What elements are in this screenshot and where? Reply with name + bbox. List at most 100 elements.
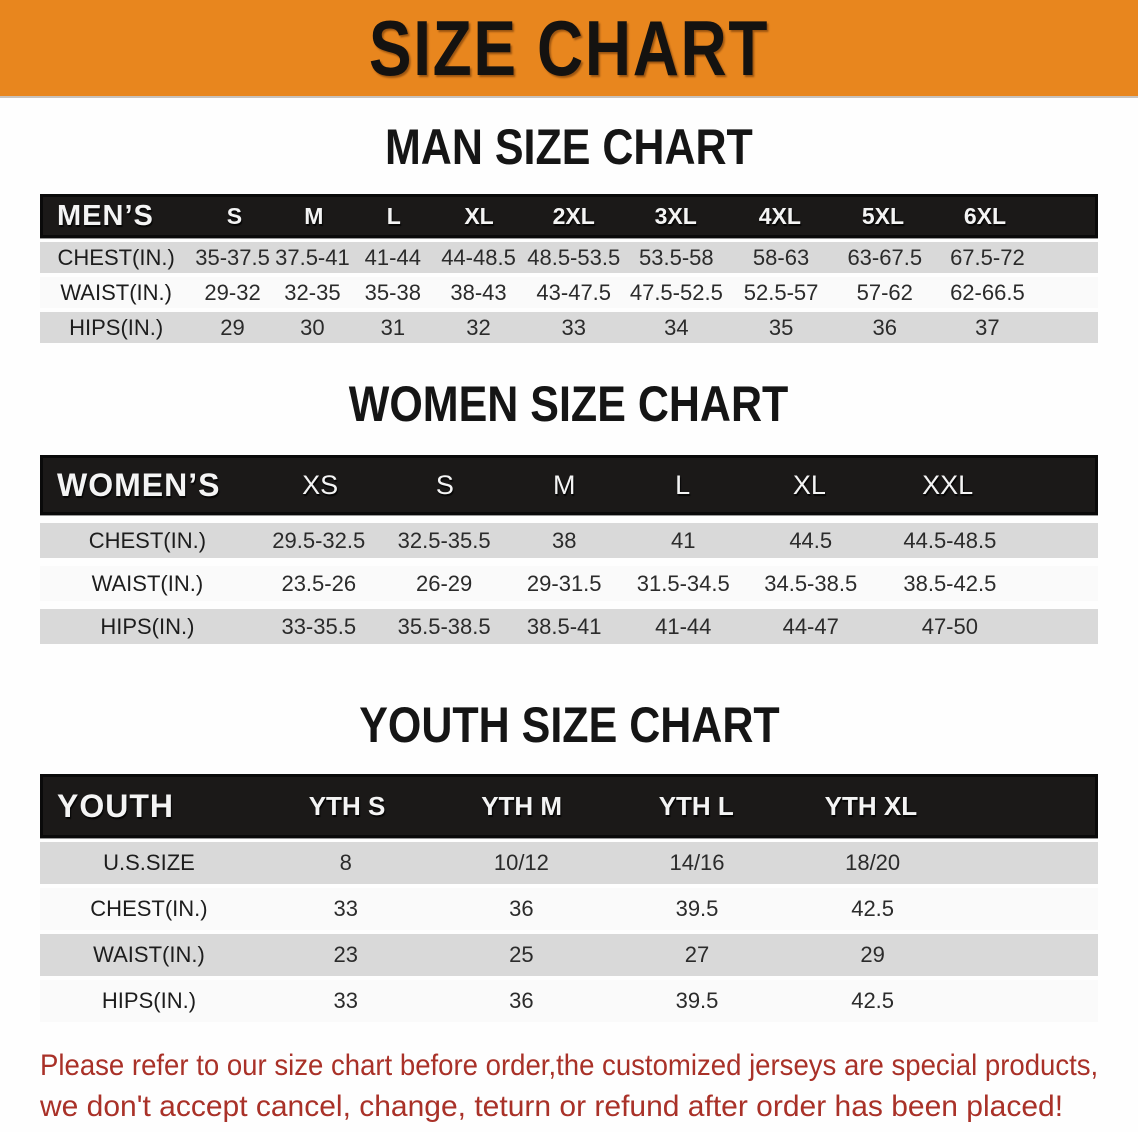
cell-value: 10/12	[493, 850, 549, 875]
cell-value: 42.5	[851, 988, 895, 1013]
table-row: U.S.SIZE 8 10/12 14/16 18/20	[40, 842, 1098, 884]
cell-value: 36	[872, 314, 897, 340]
row-label: CHEST(IN.)	[57, 244, 175, 270]
cell-value: 14/16	[669, 850, 725, 875]
cell-value: 35-38	[364, 279, 421, 305]
cell-value: 29	[220, 314, 245, 340]
cell-value: 33	[333, 988, 358, 1013]
column-header: XS	[302, 469, 339, 500]
section-heading-text: WOMEN SIZE CHART	[349, 376, 789, 432]
cell-value: 62-66.5	[950, 279, 1025, 305]
sections-container: MAN SIZE CHART MEN’S S M L XL 2XL 3XL 4XL 5XL 6XL C…	[0, 122, 1138, 1022]
column-header: YTH M	[481, 790, 563, 821]
section-heading: YOUTH SIZE CHART	[0, 700, 1138, 750]
table-header-row: MEN’S S M L XL 2XL 3XL 4XL 5XL 6XL	[40, 194, 1098, 238]
cell-value: 43-47.5	[536, 279, 612, 305]
cell-value: 31	[380, 314, 406, 340]
table-corner-label: WOMEN’S	[57, 466, 221, 503]
section-women: WOMEN SIZE CHART WOMEN’S XS S M L XL XXL CHEST(I…	[0, 379, 1138, 644]
table-row: WAIST(IN.) 29-32 32-35 35-38 38-43 43-47.5 47.…	[40, 277, 1098, 308]
cell-value: 32-35	[284, 279, 341, 305]
table-row: HIPS(IN.) 33 36 39.5 42.5	[40, 980, 1098, 1022]
row-filler	[960, 888, 1098, 930]
row-label: HIPS(IN.)	[100, 613, 195, 639]
cell-value: 35-37.5	[195, 244, 270, 270]
cell-value: 42.5	[851, 896, 895, 921]
column-header: YTH S	[308, 790, 386, 821]
column-header: 5XL	[861, 202, 905, 229]
table-corner-label: MEN’S	[57, 199, 154, 232]
row-filler	[1039, 277, 1098, 308]
section-youth: YOUTH SIZE CHART YOUTH YTH S YTH M YTH L YTH …	[0, 700, 1138, 1022]
cell-value: 29.5-32.5	[272, 527, 366, 553]
cell-value: 34.5-38.5	[764, 570, 858, 596]
row-filler	[1039, 312, 1098, 343]
cell-value: 41	[671, 527, 696, 553]
table-row: HIPS(IN.) 33-35.5 35.5-38.5 38.5-41 41-44 44-…	[40, 609, 1098, 644]
cell-value: 38.5-41	[526, 613, 602, 639]
row-label: WAIST(IN.)	[60, 279, 172, 305]
cell-value: 36	[509, 896, 534, 921]
cell-value: 33-35.5	[281, 613, 357, 639]
column-header: M	[552, 469, 576, 500]
row-label: HIPS(IN.)	[69, 314, 164, 340]
cell-value: 57-62	[856, 279, 913, 305]
notice-line-1: Please refer to our size chart before or…	[40, 1049, 1099, 1082]
section-heading: WOMEN SIZE CHART	[0, 379, 1138, 429]
table-row: CHEST(IN.) 29.5-32.5 32.5-35.5 38 41 44.5 44.5…	[40, 523, 1098, 558]
table-row: CHEST(IN.) 33 36 39.5 42.5	[40, 888, 1098, 930]
row-label: HIPS(IN.)	[101, 988, 197, 1013]
cell-value: 38	[551, 527, 577, 553]
table-header-row: YOUTH YTH S YTH M YTH L YTH XL	[40, 774, 1098, 838]
cell-value: 29-31.5	[526, 570, 602, 596]
column-header: XXL	[922, 469, 974, 500]
table-row: CHEST(IN.) 35-37.5 37.5-41 41-44 44-48.5 48.5…	[40, 242, 1098, 273]
cell-value: 25	[509, 942, 534, 967]
cell-value: 29-32	[204, 279, 261, 305]
column-header: S	[435, 469, 454, 500]
column-header: M	[304, 202, 324, 229]
row-filler	[960, 934, 1098, 976]
cell-value: 33	[561, 314, 586, 340]
table-row: HIPS(IN.) 29 30 31 32 33 34 35 36 37	[40, 312, 1098, 343]
row-filler	[1022, 523, 1098, 558]
cell-value: 35.5-38.5	[397, 613, 491, 639]
table-header-row: WOMEN’S XS S M L XL XXL	[40, 455, 1098, 515]
banner: SIZE CHART	[0, 0, 1138, 98]
table-row: WAIST(IN.) 23.5-26 26-29 29-31.5 31.5-34.5 34…	[40, 566, 1098, 601]
cell-value: 26-29	[416, 570, 473, 596]
section-heading-text: YOUTH SIZE CHART	[358, 697, 780, 753]
cell-value: 37	[975, 314, 1000, 340]
cell-value: 30	[300, 314, 325, 340]
row-label: U.S.SIZE	[103, 850, 195, 875]
cell-value: 29	[860, 942, 885, 967]
cell-value: 47.5-52.5	[629, 279, 723, 305]
men-size-table: MEN’S S M L XL 2XL 3XL 4XL 5XL 6XL CHEST(IN.) 35-37…	[40, 194, 1098, 343]
women-size-table: WOMEN’S XS S M L XL XXL CHEST(IN.) 29.5-32.5 32.5…	[40, 455, 1098, 644]
cell-value: 38.5-42.5	[903, 570, 997, 596]
cell-value: 63-67.5	[847, 244, 923, 270]
column-header: S	[226, 202, 243, 229]
column-header: 3XL	[654, 202, 697, 229]
cell-value: 41-44	[655, 613, 712, 639]
cell-value: 58-63	[752, 244, 810, 270]
cell-value: 8	[339, 850, 352, 875]
cell-value: 37.5-41	[275, 244, 350, 270]
section-heading: MAN SIZE CHART	[0, 122, 1138, 172]
cell-value: 41-44	[364, 244, 421, 270]
banner-title: SIZE CHART	[368, 4, 770, 92]
cell-value: 39.5	[675, 988, 719, 1013]
cell-value: 44-48.5	[441, 244, 516, 270]
section-men: MAN SIZE CHART MEN’S S M L XL 2XL 3XL 4XL 5XL 6XL C…	[0, 122, 1138, 343]
column-header: YTH L	[658, 790, 734, 821]
cell-value: 34	[664, 314, 689, 340]
row-filler	[1022, 566, 1098, 601]
column-header: 6XL	[963, 202, 1007, 229]
cell-value: 44-47	[782, 613, 839, 639]
column-header: XL	[464, 202, 494, 229]
cell-value: 32	[466, 314, 491, 340]
cell-value: 31.5-34.5	[636, 570, 730, 596]
cell-value: 44.5-48.5	[903, 527, 997, 553]
header-filler	[1019, 458, 1095, 512]
column-header: 4XL	[758, 202, 801, 229]
